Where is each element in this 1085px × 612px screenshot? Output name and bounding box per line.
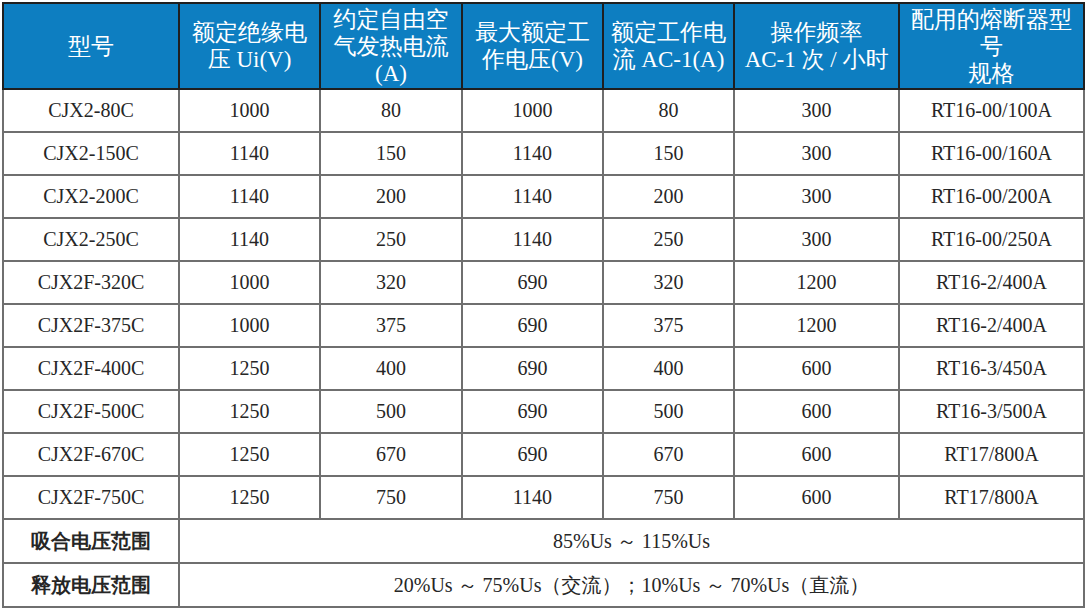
table-row: CJX2F-375C 1000 375 690 375 1200 RT16-2/… [3,304,1084,347]
table-cell: 1200 [734,304,899,347]
table-cell: 300 [734,89,899,132]
cell-fuse-type: RT16-2/400A [899,304,1084,347]
table-cell: 1000 [462,89,603,132]
table-row: CJX2-250C 1140 250 1140 250 300 RT16-00/… [3,218,1084,261]
pickup-voltage-range-label: 吸合电压范围 [3,519,179,563]
table-cell: 690 [462,390,603,433]
contactor-spec-table: 型号 额定绝缘电 压 Ui(V) 约定自由空 气发热电流 (A) 最大额定工 作… [2,2,1085,608]
column-header-rated-insulation-voltage: 额定绝缘电 压 Ui(V) [179,3,320,89]
table-row: CJX2-150C 1140 150 1140 150 300 RT16-00/… [3,132,1084,175]
spec-table-container: 型号 额定绝缘电 压 Ui(V) 约定自由空 气发热电流 (A) 最大额定工 作… [0,0,1085,610]
cell-model: CJX2F-750C [3,476,179,519]
table-cell: 300 [734,132,899,175]
table-cell: 600 [734,390,899,433]
header-row: 型号 额定绝缘电 压 Ui(V) 约定自由空 气发热电流 (A) 最大额定工 作… [3,3,1084,89]
column-header-operating-frequency: 操作频率 AC-1 次 / 小时 [734,3,899,89]
release-voltage-range-label: 释放电压范围 [3,563,179,607]
table-row: CJX2F-670C 1250 670 690 670 600 RT17/800… [3,433,1084,476]
table-row: CJX2-200C 1140 200 1140 200 300 RT16-00/… [3,175,1084,218]
pickup-voltage-range-row: 吸合电压范围 85%Us ～ 115%Us [3,519,1084,563]
cell-model: CJX2F-500C [3,390,179,433]
table-cell: 1140 [462,476,603,519]
cell-model: CJX2-250C [3,218,179,261]
cell-model: CJX2-150C [3,132,179,175]
table-cell: 320 [603,261,734,304]
column-header-max-rated-working-voltage: 最大额定工 作电压(V) [462,3,603,89]
table-cell: 150 [320,132,462,175]
table-cell: 300 [734,218,899,261]
table-cell: 670 [603,433,734,476]
cell-fuse-type: RT17/800A [899,433,1084,476]
table-cell: 80 [603,89,734,132]
table-cell: 500 [320,390,462,433]
table-cell: 1140 [179,175,320,218]
table-cell: 1000 [179,89,320,132]
release-voltage-range-value: 20%Us ～ 75%Us（交流）；10%Us ～ 70%Us（直流） [179,563,1084,607]
table-row: CJX2F-320C 1000 320 690 320 1200 RT16-2/… [3,261,1084,304]
cell-model: CJX2F-670C [3,433,179,476]
table-cell: 200 [603,175,734,218]
cell-model: CJX2-200C [3,175,179,218]
table-cell: 400 [320,347,462,390]
table-cell: 500 [603,390,734,433]
cell-model: CJX2F-400C [3,347,179,390]
table-cell: 1140 [179,132,320,175]
table-cell: 600 [734,433,899,476]
pickup-voltage-range-value: 85%Us ～ 115%Us [179,519,1084,563]
table-cell: 200 [320,175,462,218]
cell-fuse-type: RT16-3/500A [899,390,1084,433]
table-cell: 1140 [462,175,603,218]
cell-model: CJX2F-320C [3,261,179,304]
table-cell: 750 [603,476,734,519]
table-cell: 1000 [179,304,320,347]
table-cell: 250 [320,218,462,261]
cell-fuse-type: RT16-00/200A [899,175,1084,218]
table-cell: 1140 [462,132,603,175]
column-header-model: 型号 [3,3,179,89]
release-voltage-range-row: 释放电压范围 20%Us ～ 75%Us（交流）；10%Us ～ 70%Us（直… [3,563,1084,607]
table-cell: 250 [603,218,734,261]
cell-fuse-type: RT17/800A [899,476,1084,519]
table-cell: 1140 [179,218,320,261]
cell-fuse-type: RT16-00/160A [899,132,1084,175]
column-header-fuse-type: 配用的熔断器型号 规格 [899,3,1084,89]
table-cell: 600 [734,347,899,390]
table-cell: 1250 [179,476,320,519]
table-cell: 1140 [462,218,603,261]
table-row: CJX2F-500C 1250 500 690 500 600 RT16-3/5… [3,390,1084,433]
table-cell: 600 [734,476,899,519]
table-row: CJX2F-400C 1250 400 690 400 600 RT16-3/4… [3,347,1084,390]
table-cell: 690 [462,261,603,304]
cell-fuse-type: RT16-2/400A [899,261,1084,304]
table-cell: 320 [320,261,462,304]
table-cell: 150 [603,132,734,175]
table-cell: 1200 [734,261,899,304]
table-cell: 690 [462,304,603,347]
column-header-rated-working-current: 额定工作电 流 AC-1(A) [603,3,734,89]
table-row: CJX2-80C 1000 80 1000 80 300 RT16-00/100… [3,89,1084,132]
table-row: CJX2F-750C 1250 750 1140 750 600 RT17/80… [3,476,1084,519]
table-cell: 690 [462,347,603,390]
cell-model: CJX2-80C [3,89,179,132]
cell-fuse-type: RT16-00/250A [899,218,1084,261]
table-cell: 670 [320,433,462,476]
table-cell: 1250 [179,433,320,476]
table-cell: 400 [603,347,734,390]
table-cell: 690 [462,433,603,476]
table-cell: 375 [603,304,734,347]
cell-fuse-type: RT16-3/450A [899,347,1084,390]
column-header-conventional-thermal-current: 约定自由空 气发热电流 (A) [320,3,462,89]
table-cell: 750 [320,476,462,519]
table-cell: 375 [320,304,462,347]
table-cell: 1000 [179,261,320,304]
table-cell: 1250 [179,347,320,390]
cell-fuse-type: RT16-00/100A [899,89,1084,132]
table-cell: 1250 [179,390,320,433]
table-cell: 300 [734,175,899,218]
cell-model: CJX2F-375C [3,304,179,347]
table-cell: 80 [320,89,462,132]
